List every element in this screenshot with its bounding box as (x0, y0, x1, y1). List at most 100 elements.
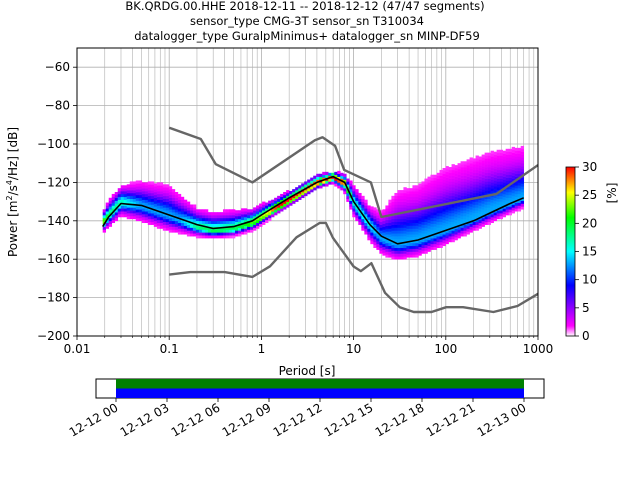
density-cell (421, 247, 425, 251)
density-cell (418, 183, 422, 187)
density-cell (406, 219, 410, 224)
density-cell (487, 213, 491, 217)
density-cell (439, 218, 443, 223)
density-cell (232, 232, 236, 236)
density-cell (472, 175, 476, 179)
density-cell (517, 202, 522, 206)
density-cell (481, 177, 485, 181)
density-cell (210, 212, 215, 216)
density-cell (418, 240, 422, 245)
density-cell (135, 200, 140, 204)
density-cell (349, 197, 353, 201)
density-cell (520, 177, 525, 181)
density-cell (141, 185, 146, 189)
density-cell (207, 232, 212, 236)
density-cell (424, 178, 428, 182)
density-cell (463, 190, 467, 194)
density-cell (274, 212, 278, 216)
density-cell (457, 220, 461, 224)
density-cell (403, 239, 407, 243)
density-cell (445, 166, 449, 170)
density-cell (403, 201, 407, 205)
density-cell (114, 217, 119, 222)
density-cell (487, 161, 491, 165)
density-cell (502, 162, 506, 166)
density-cell (135, 206, 140, 210)
density-cell (460, 230, 464, 234)
density-cell (430, 215, 434, 219)
density-cell (364, 222, 368, 226)
density-cell (517, 147, 522, 152)
timeline-tick-label: 12-12 09 (220, 400, 274, 439)
density-cell (244, 211, 248, 215)
density-cell (475, 175, 479, 179)
density-cell (415, 193, 419, 198)
density-cell (201, 229, 206, 233)
density-cell (475, 158, 479, 162)
density-cell (171, 223, 176, 227)
density-cell (232, 235, 236, 239)
density-cell (415, 202, 419, 206)
density-cell (376, 209, 380, 213)
density-cell (150, 216, 155, 220)
density-cell (469, 192, 473, 196)
density-cell (406, 245, 410, 249)
density-cell (343, 173, 347, 177)
density-cell (277, 207, 281, 211)
density-cell (216, 220, 221, 224)
density-cell (439, 192, 443, 197)
density-cell (508, 192, 512, 196)
density-cell (499, 155, 503, 159)
density-cell (373, 207, 377, 211)
density-cell (177, 193, 182, 198)
density-cell (165, 184, 170, 188)
density-cell (487, 169, 491, 174)
density-cell (418, 220, 422, 224)
density-cell (382, 246, 386, 250)
density-cell (496, 152, 500, 156)
density-cell (439, 178, 443, 182)
density-cell (406, 251, 410, 255)
density-cell (229, 209, 233, 213)
density-cell (373, 221, 377, 225)
density-cell (487, 155, 491, 159)
density-cell (445, 226, 449, 230)
density-cell (427, 211, 431, 215)
density-cell (174, 200, 179, 204)
density-cell (409, 222, 413, 226)
density-cell (496, 175, 500, 179)
density-cell (403, 247, 407, 251)
density-cell (499, 216, 503, 220)
density-cell (475, 184, 479, 188)
density-cell (358, 216, 362, 220)
density-cell (508, 157, 512, 161)
density-cell (165, 224, 170, 228)
density-cell (105, 202, 110, 206)
density-cell (454, 237, 458, 241)
density-cell (391, 221, 395, 225)
density-cell (343, 176, 347, 180)
density-cell (472, 201, 476, 205)
density-cell (454, 188, 458, 192)
density-cell (319, 182, 323, 186)
density-cell (490, 168, 494, 172)
density-cell (454, 202, 458, 206)
density-cell (397, 204, 401, 208)
density-cell (421, 230, 425, 234)
density-cell (502, 208, 506, 212)
density-cell (153, 189, 158, 193)
density-cell (250, 209, 254, 213)
density-cell (289, 202, 293, 206)
density-cell (466, 159, 470, 163)
density-cell (481, 223, 485, 227)
density-cell (183, 205, 188, 209)
density-cell (442, 211, 446, 215)
density-cell (355, 189, 359, 193)
density-cell (123, 199, 128, 203)
density-cell (400, 250, 404, 254)
density-cell (493, 215, 497, 219)
density-cell (439, 221, 443, 225)
density-cell (385, 228, 389, 232)
density-cell (391, 256, 395, 260)
density-cell (430, 243, 434, 248)
